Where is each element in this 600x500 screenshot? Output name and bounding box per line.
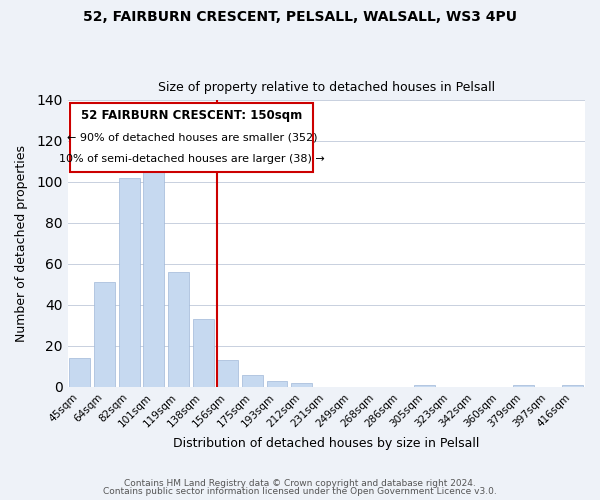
Bar [168, 272, 189, 387]
Bar [94, 282, 115, 387]
Bar [193, 320, 214, 387]
Bar [143, 170, 164, 387]
Bar [415, 385, 436, 387]
Text: 52 FAIRBURN CRESCENT: 150sqm: 52 FAIRBURN CRESCENT: 150sqm [81, 108, 302, 122]
Bar [70, 358, 91, 387]
Title: Size of property relative to detached houses in Pelsall: Size of property relative to detached ho… [158, 82, 495, 94]
Bar [291, 383, 312, 387]
Text: Contains public sector information licensed under the Open Government Licence v3: Contains public sector information licen… [103, 487, 497, 496]
Text: 52, FAIRBURN CRESCENT, PELSALL, WALSALL, WS3 4PU: 52, FAIRBURN CRESCENT, PELSALL, WALSALL,… [83, 10, 517, 24]
Bar [513, 385, 534, 387]
X-axis label: Distribution of detached houses by size in Pelsall: Distribution of detached houses by size … [173, 437, 479, 450]
Bar [119, 178, 140, 387]
Y-axis label: Number of detached properties: Number of detached properties [15, 145, 28, 342]
Text: ← 90% of detached houses are smaller (352): ← 90% of detached houses are smaller (35… [67, 132, 317, 142]
Bar [217, 360, 238, 387]
Text: Contains HM Land Registry data © Crown copyright and database right 2024.: Contains HM Land Registry data © Crown c… [124, 478, 476, 488]
FancyBboxPatch shape [70, 102, 313, 172]
Bar [562, 385, 583, 387]
Bar [242, 374, 263, 387]
Bar [266, 381, 287, 387]
Text: 10% of semi-detached houses are larger (38) →: 10% of semi-detached houses are larger (… [59, 154, 325, 164]
